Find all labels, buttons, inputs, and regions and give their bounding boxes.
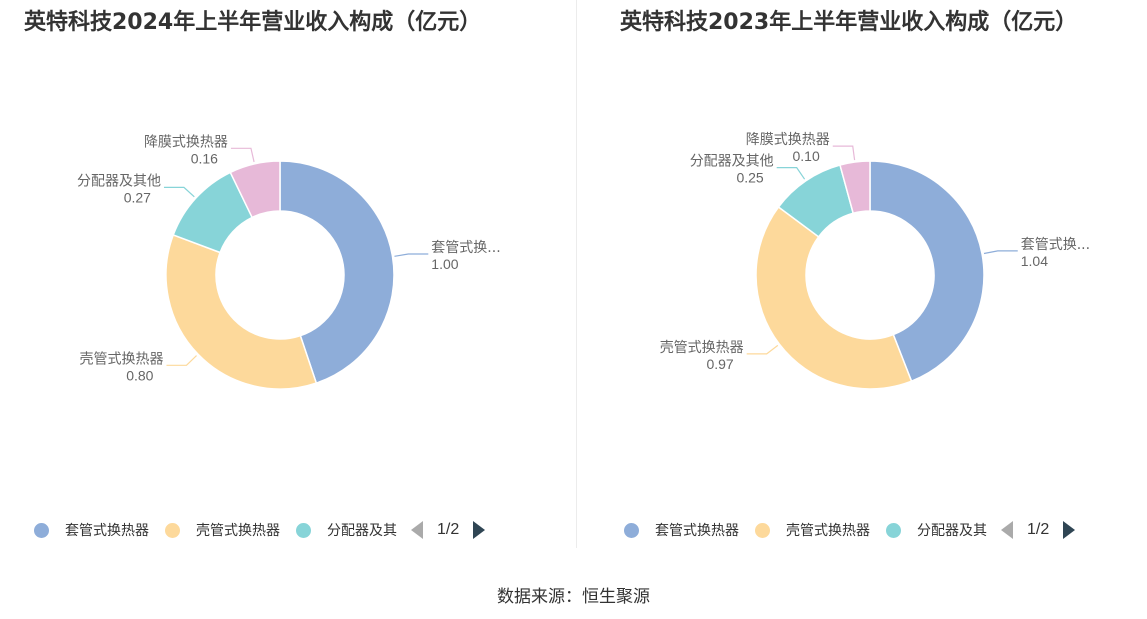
slice-label: 套管式换... xyxy=(1021,236,1090,253)
next-page-icon[interactable] xyxy=(1063,521,1076,539)
legend-item-distributor[interactable]: 分配器及其 xyxy=(296,520,397,540)
slice-value-label: 0.97 xyxy=(706,356,733,372)
donut-slice[interactable] xyxy=(755,205,913,390)
legend: 套管式换热器 壳管式换热器 分配器及其 1/2 xyxy=(624,520,1076,540)
legend-dot-icon xyxy=(886,522,901,538)
legend-page-indicator: 1/2 xyxy=(1027,521,1050,538)
next-page-icon[interactable] xyxy=(473,521,486,539)
previous-page-icon[interactable] xyxy=(1001,521,1013,539)
slice-label: 套管式换... xyxy=(431,239,500,256)
legend-label: 壳管式换热器 xyxy=(786,523,870,539)
legend-pager: 1/2 xyxy=(1001,521,1076,539)
legend-label: 套管式换热器 xyxy=(655,523,739,539)
leader-line xyxy=(832,145,856,161)
slice-value-label: 0.16 xyxy=(191,150,218,166)
previous-page-icon[interactable] xyxy=(411,521,423,539)
legend-dot-icon xyxy=(755,522,770,538)
slice-value-label: 0.25 xyxy=(736,170,763,186)
chart-title: 英特科技2023年上半年营业收入构成（亿元） xyxy=(620,10,1078,35)
legend-item-shell-and-tube[interactable]: 壳管式换热器 xyxy=(165,520,280,540)
slice-value-label: 1.00 xyxy=(431,256,458,272)
legend: 套管式换热器 壳管式换热器 分配器及其 1/2 xyxy=(34,520,486,540)
slice-value-label: 0.27 xyxy=(124,189,151,205)
legend-dot-icon xyxy=(624,522,639,538)
legend-dot-icon xyxy=(34,522,49,538)
legend-item-distributor[interactable]: 分配器及其 xyxy=(886,520,987,540)
legend-pager: 1/2 xyxy=(411,521,486,539)
slice-value-label: 0.80 xyxy=(126,367,153,383)
legend-item-shell-and-tube[interactable]: 壳管式换热器 xyxy=(755,520,870,540)
leader-line xyxy=(394,253,429,257)
chart-title: 英特科技2024年上半年营业收入构成（亿元） xyxy=(24,10,482,35)
slice-value-label: 1.04 xyxy=(1021,253,1048,269)
legend-item-tube-in-tube[interactable]: 套管式换热器 xyxy=(34,520,149,540)
donut-slice[interactable] xyxy=(279,160,395,385)
legend-dot-icon xyxy=(165,522,180,538)
legend-label: 分配器及其 xyxy=(327,523,397,539)
slice-label: 降膜式换热器 xyxy=(746,131,830,148)
legend-label: 分配器及其 xyxy=(917,523,987,539)
donut-slice[interactable] xyxy=(165,233,318,390)
donut-slice[interactable] xyxy=(869,160,985,383)
slice-label: 降膜式换热器 xyxy=(144,133,228,150)
leader-line xyxy=(230,147,255,163)
leader-line xyxy=(746,344,779,355)
legend-page-indicator: 1/2 xyxy=(437,521,460,538)
leader-line xyxy=(166,355,197,366)
chart-panel-2023: 英特科技2023年上半年营业收入构成（亿元） 套管式换... 1.04 壳管式换热器… xyxy=(590,0,1147,560)
divider xyxy=(576,0,577,548)
legend-label: 壳管式换热器 xyxy=(196,523,280,539)
data-source-note: 数据来源：恒生聚源 xyxy=(497,587,650,607)
legend-label: 套管式换热器 xyxy=(65,523,149,539)
slice-label: 分配器及其他 xyxy=(77,173,161,189)
slice-value-label: 0.10 xyxy=(792,148,819,164)
slice-label: 壳管式换热器 xyxy=(79,350,163,367)
leader-line xyxy=(163,186,195,198)
slice-label: 壳管式换热器 xyxy=(660,339,744,356)
leader-line xyxy=(983,250,1018,255)
legend-dot-icon xyxy=(296,522,311,538)
slice-label: 分配器及其他 xyxy=(690,154,774,170)
donut-slice[interactable] xyxy=(839,160,871,215)
chart-panel-2024: 英特科技2024年上半年营业收入构成（亿元） 套管式换... 1.00 壳管式换热器… xyxy=(0,0,574,560)
donut-slice[interactable] xyxy=(229,160,281,219)
legend-item-tube-in-tube[interactable]: 套管式换热器 xyxy=(624,520,739,540)
leader-line xyxy=(776,167,806,180)
